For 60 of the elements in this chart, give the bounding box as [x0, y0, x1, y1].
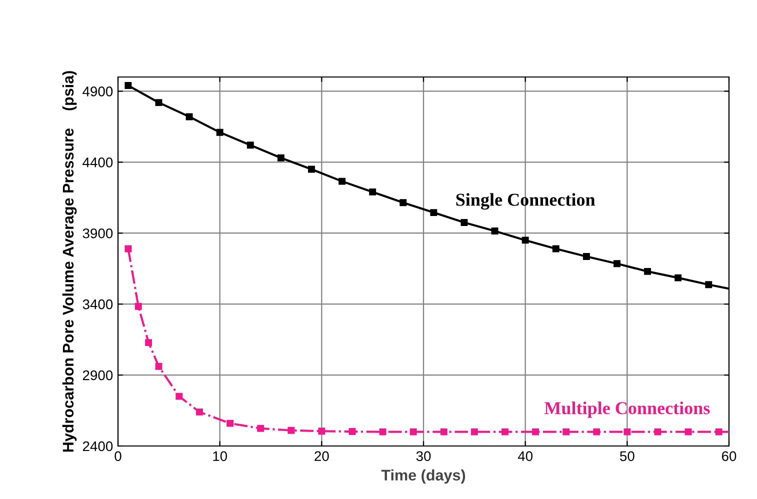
point: [460, 219, 468, 226]
point: [430, 209, 438, 216]
x-tick-label: 20: [314, 451, 329, 462]
point: [155, 362, 162, 370]
y-tick-label: 4400: [82, 157, 113, 168]
point: [582, 253, 590, 260]
x-tick-label: 50: [620, 451, 634, 462]
point: [715, 428, 722, 436]
series-label: Single Connection: [456, 193, 596, 210]
point: [491, 228, 498, 234]
point: [308, 166, 315, 173]
point: [226, 420, 234, 427]
point: [338, 178, 346, 185]
point: [369, 188, 376, 196]
point: [186, 113, 193, 120]
point: [470, 428, 478, 436]
point: [400, 199, 407, 206]
point: [318, 428, 326, 435]
point: [522, 236, 529, 244]
y-tick-label: 3900: [82, 228, 113, 238]
x-axis-title: Time (days): [381, 469, 466, 484]
point: [379, 428, 386, 436]
x-tick-label: 30: [416, 451, 431, 462]
x-tick-label: 10: [213, 451, 228, 462]
y-axis-title: Hydrocarbon Pore Volume Average Pressure (psia): [62, 71, 77, 452]
point: [562, 428, 570, 436]
point: [624, 428, 631, 436]
point: [155, 99, 162, 106]
point: [124, 82, 132, 89]
point: [674, 274, 682, 282]
y-tick-label: 2900: [82, 370, 113, 380]
point: [348, 428, 356, 435]
point: [145, 339, 152, 346]
x-tick-label: 60: [722, 451, 736, 462]
point: [644, 268, 652, 275]
point: [501, 428, 508, 436]
y-tick-label: 4900: [82, 86, 113, 96]
point: [176, 392, 183, 400]
point: [277, 154, 284, 162]
point: [257, 424, 264, 432]
point: [246, 142, 254, 149]
point: [216, 128, 224, 136]
point: [684, 428, 692, 436]
point: [614, 260, 620, 268]
point: [440, 428, 448, 436]
x-tick-label: 40: [518, 451, 533, 462]
point: [134, 302, 142, 310]
point: [124, 245, 132, 252]
series-label: Multiple Connections: [544, 402, 710, 418]
point: [552, 245, 560, 252]
point: [705, 281, 712, 288]
point: [410, 428, 417, 436]
y-tick-label: 3400: [82, 299, 113, 310]
point: [532, 428, 539, 436]
point: [593, 428, 600, 436]
x-tick-label: 0: [114, 451, 122, 462]
y-tick-label: 2400: [82, 441, 113, 452]
point: [196, 408, 203, 416]
point: [288, 426, 295, 434]
point: [654, 428, 662, 436]
